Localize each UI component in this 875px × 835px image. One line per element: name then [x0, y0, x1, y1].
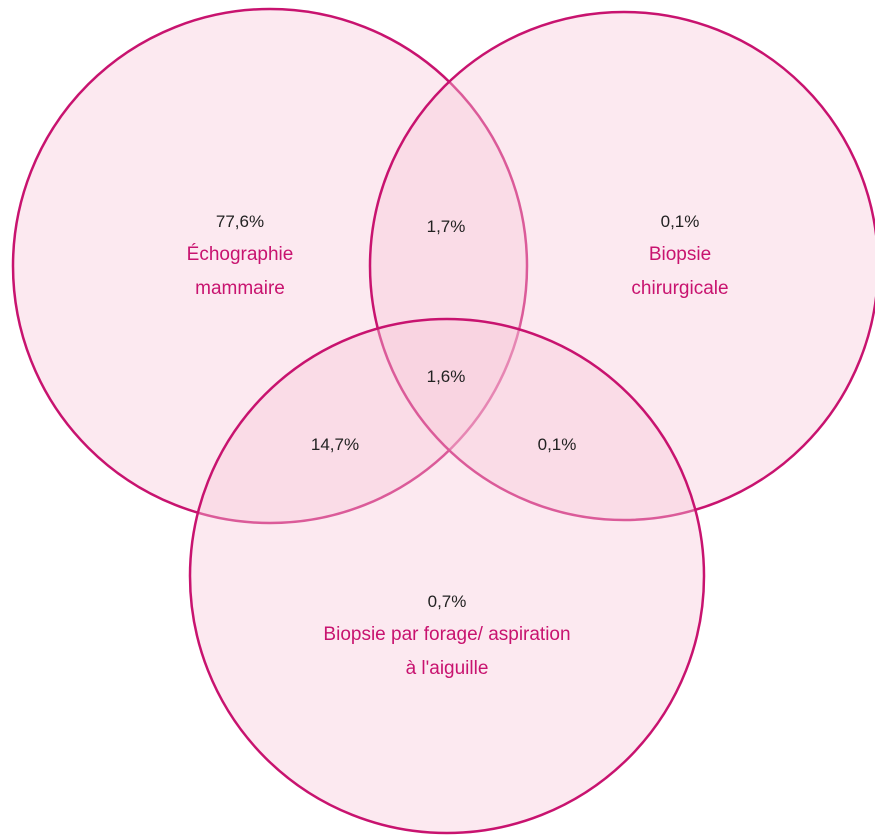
set-name: Biopsie par forage/ aspiration à l'aigui… [323, 624, 571, 679]
region-value: 0,7% [427, 592, 467, 611]
set-circle [188, 317, 706, 835]
region-value: 1,6% [426, 367, 466, 386]
region-value: 1,7% [426, 217, 466, 236]
set-name: Échographie mammaire [186, 244, 294, 299]
set-circle [368, 10, 875, 522]
set-name: Biopsie chirurgicale [631, 244, 729, 299]
region-value: 77,6% [215, 212, 265, 231]
region-value: 14,7% [310, 435, 360, 454]
region-value: 0,1% [660, 212, 700, 231]
region-value: 0,1% [537, 435, 577, 454]
set-circle [11, 7, 529, 525]
